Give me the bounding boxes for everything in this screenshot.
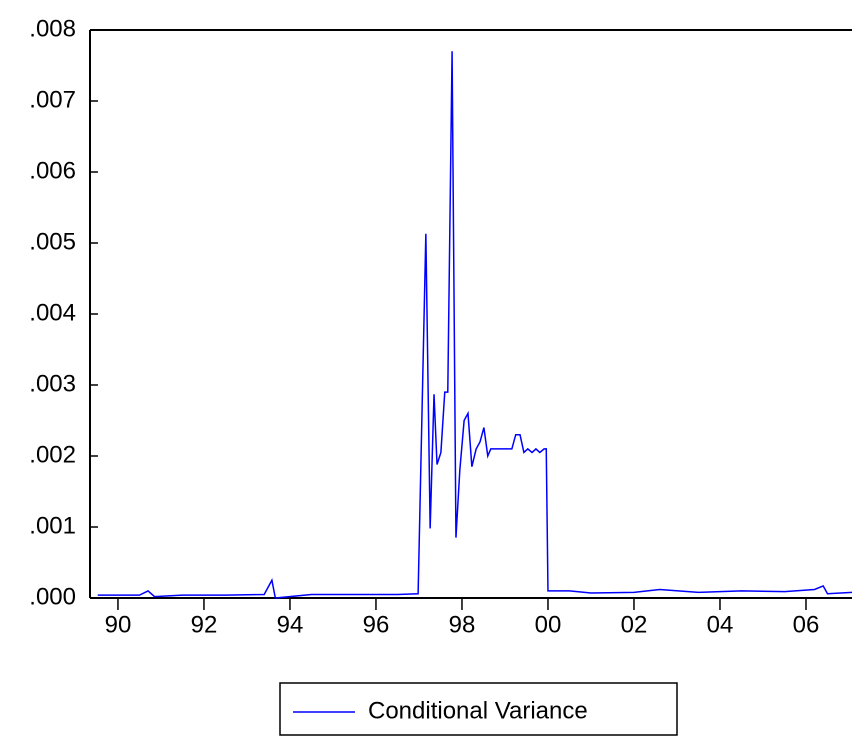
y-tick-label: .001 <box>29 512 76 539</box>
x-tick-label: 94 <box>277 611 304 638</box>
legend-box <box>279 682 678 736</box>
x-tick-label: 06 <box>793 611 820 638</box>
series-line <box>97 51 852 599</box>
x-tick-label: 00 <box>535 611 562 638</box>
y-tick-label: .006 <box>29 157 76 184</box>
y-tick-label: .007 <box>29 86 76 113</box>
x-tick-label: 02 <box>621 611 648 638</box>
x-tick-label: 90 <box>105 611 132 638</box>
x-tick-label: 92 <box>191 611 218 638</box>
y-tick-label: .005 <box>29 228 76 255</box>
x-tick-label: 98 <box>449 611 476 638</box>
y-tick-label: .004 <box>29 299 76 326</box>
y-tick-label: .000 <box>29 583 76 610</box>
y-tick-label: .002 <box>29 441 76 468</box>
legend-label: Conditional Variance <box>368 697 588 724</box>
x-tick-label: 04 <box>707 611 734 638</box>
x-tick-label: 96 <box>363 611 390 638</box>
y-tick-label: .008 <box>29 15 76 42</box>
y-tick-label: .003 <box>29 370 76 397</box>
